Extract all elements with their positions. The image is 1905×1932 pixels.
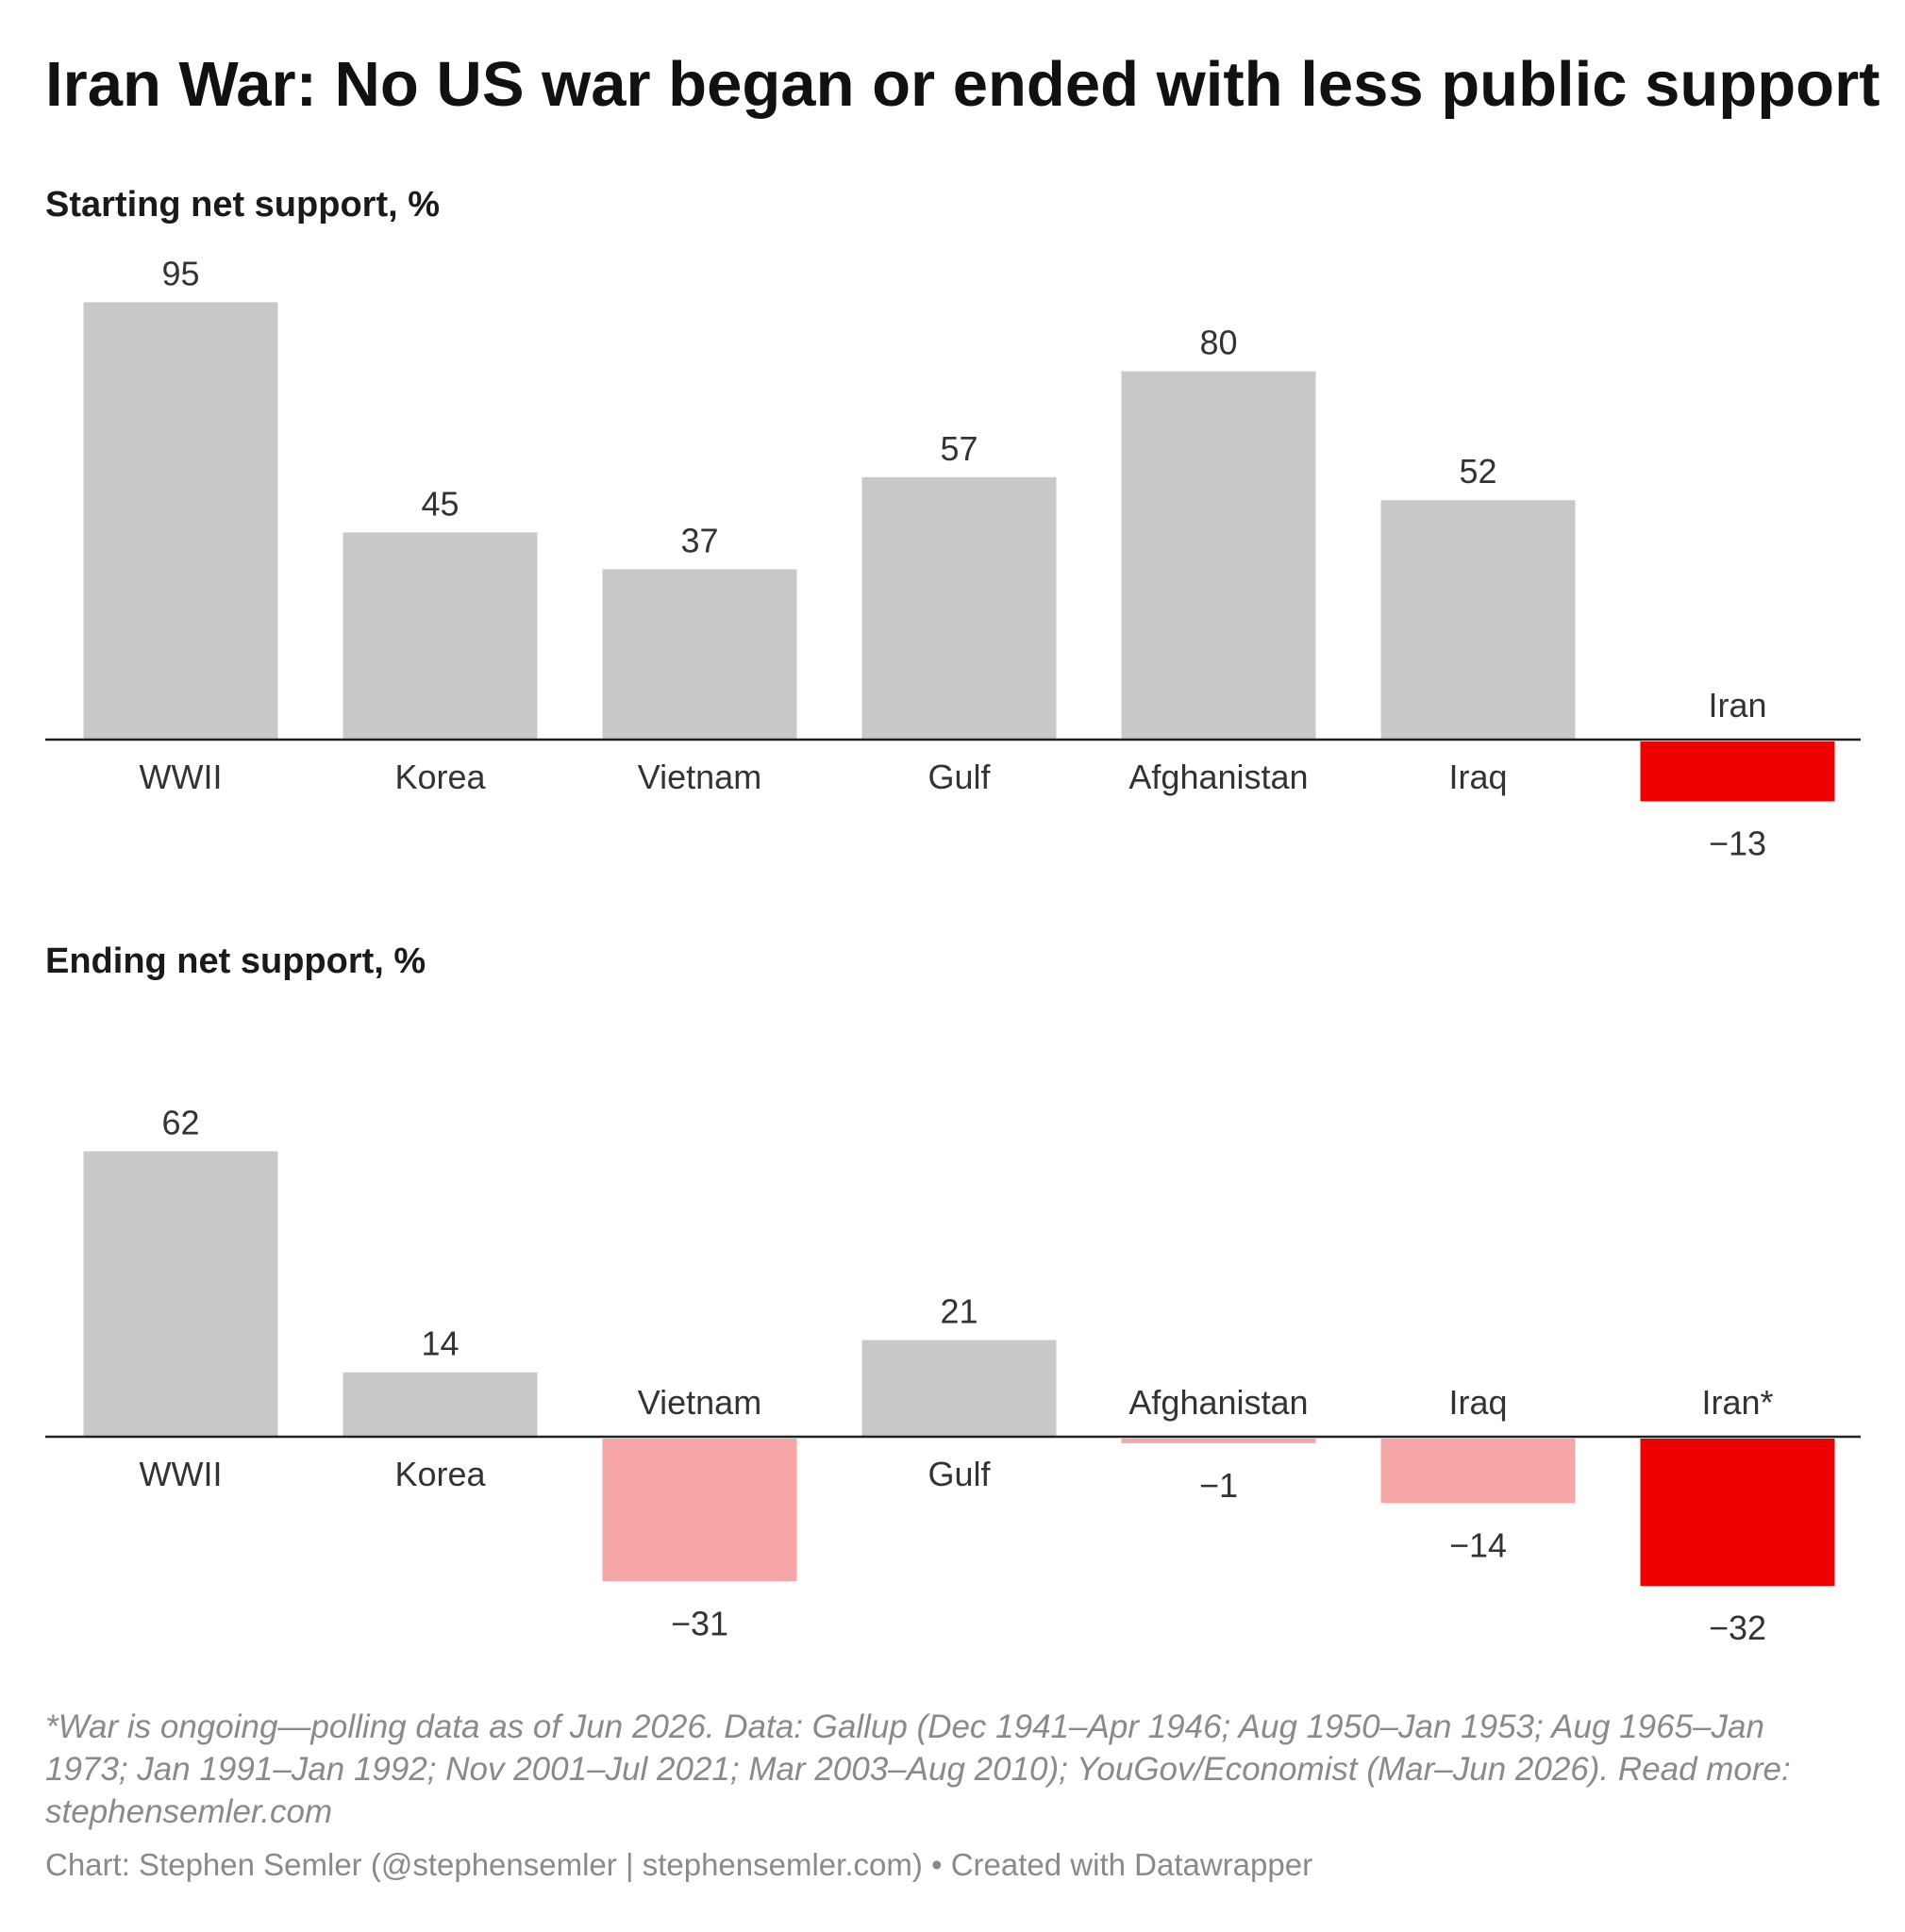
end-value-label-2: −31 xyxy=(671,1604,728,1642)
footnote: *War is ongoing—polling data as of Jun 2… xyxy=(45,1706,1847,1833)
chart-credit: Chart: Stephen Semler (@stephensemler | … xyxy=(45,1847,1312,1883)
end-value-label-0: 62 xyxy=(161,1103,199,1141)
end-bar-3 xyxy=(862,1341,1057,1437)
end-value-label-6: −32 xyxy=(1709,1608,1766,1647)
end-value-label-1: 14 xyxy=(421,1324,459,1363)
end-category-label-6: Iran* xyxy=(1701,1383,1773,1422)
end-category-label-3: Gulf xyxy=(927,1455,991,1493)
end-value-label-3: 21 xyxy=(940,1292,978,1331)
end-category-label-4: Afghanistan xyxy=(1128,1383,1308,1422)
end-bar-0 xyxy=(84,1151,278,1437)
end-category-label-2: Vietnam xyxy=(638,1383,761,1422)
end-value-label-4: −1 xyxy=(1199,1466,1238,1505)
end-value-label-5: −14 xyxy=(1449,1525,1507,1564)
ending-support-chart: 62 WWII 14 Korea −31 Vietnam 21 Gulf −1 Afghanist… xyxy=(0,0,1905,1689)
end-category-label-0: WWII xyxy=(140,1455,223,1493)
end-category-label-5: Iraq xyxy=(1448,1383,1507,1422)
end-bar-4 xyxy=(1122,1439,1316,1443)
end-bar-5 xyxy=(1381,1439,1576,1503)
end-bar-2 xyxy=(603,1439,797,1581)
end-bar-6 xyxy=(1641,1439,1835,1586)
end-category-label-1: Korea xyxy=(394,1455,486,1493)
end-bar-1 xyxy=(343,1373,538,1437)
